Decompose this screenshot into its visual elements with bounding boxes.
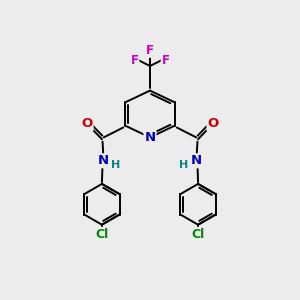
Text: H: H xyxy=(111,160,121,170)
Text: N: N xyxy=(98,154,109,167)
Text: H: H xyxy=(179,160,189,170)
Text: O: O xyxy=(81,117,93,130)
Text: F: F xyxy=(146,44,154,57)
Text: N: N xyxy=(191,154,202,167)
Text: F: F xyxy=(162,53,170,67)
Text: F: F xyxy=(130,53,138,67)
Text: O: O xyxy=(207,117,219,130)
Text: N: N xyxy=(144,131,156,144)
Text: Cl: Cl xyxy=(95,228,109,241)
Text: Cl: Cl xyxy=(191,228,205,241)
